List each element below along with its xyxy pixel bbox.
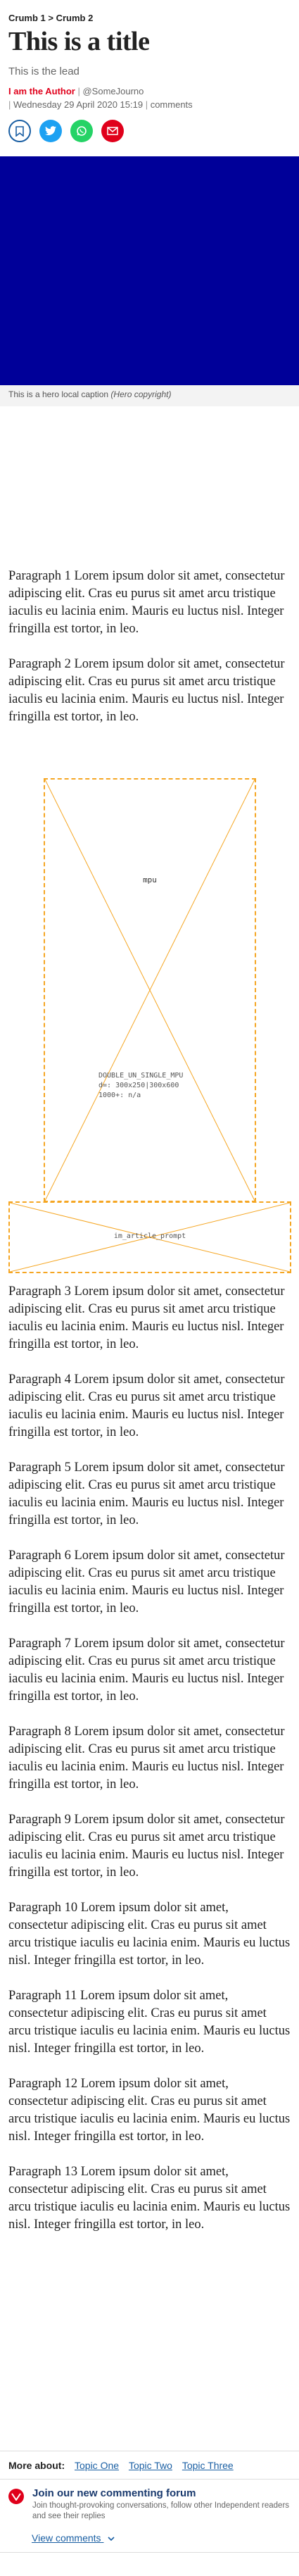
breadcrumb-crumb-2[interactable]: Crumb 2 <box>56 13 94 23</box>
hero-caption-text: This is a hero local caption <box>8 389 109 399</box>
breadcrumb-separator: > <box>48 13 53 23</box>
divider <box>0 2552 299 2553</box>
comments-link[interactable]: comments <box>150 99 193 110</box>
view-comments-button[interactable]: View comments <box>32 2532 115 2544</box>
ad-mpu-label: mpu <box>143 875 157 884</box>
paragraph: Paragraph 12 Lorem ipsum dolor sit amet,… <box>8 2077 291 2144</box>
paragraph: Paragraph 9 Lorem ipsum dolor sit amet, … <box>8 1813 285 1880</box>
article-body-top: Paragraph 1 Lorem ipsum dolor sit amet, … <box>0 568 299 726</box>
dateline-separator-start: | <box>8 99 13 110</box>
divider <box>0 2479 299 2480</box>
twitter-icon <box>45 126 56 136</box>
hero-caption: This is a hero local caption (Hero copyr… <box>0 385 299 406</box>
email-icon <box>107 127 118 135</box>
paragraph: Paragraph 8 Lorem ipsum dolor sit amet, … <box>8 1725 285 1792</box>
hero-copyright: (Hero copyright) <box>110 389 172 399</box>
author-link[interactable]: I am the Author <box>8 86 75 96</box>
bookmark-icon <box>15 125 24 137</box>
breadcrumb-crumb-1[interactable]: Crumb 1 <box>8 13 46 23</box>
chevron-down-icon <box>108 2537 115 2541</box>
article-lead: This is the lead <box>8 65 79 77</box>
ad-mpu-placeholder: mpu DOUBLE_UN_SINGLE_MPU d=: 300x250|300… <box>44 778 256 1202</box>
ad-prompt-cross <box>10 1203 290 1272</box>
ad-mpu-info: DOUBLE_UN_SINGLE_MPU d=: 300x250|300x600… <box>98 1071 183 1101</box>
topic-link[interactable]: Topic One <box>75 2460 120 2471</box>
ad-mpu-sizes: d=: 300x250|300x600 <box>98 1082 179 1089</box>
ad-prompt-label: im_article_prompt <box>113 1232 186 1240</box>
topic-link[interactable]: Topic Three <box>182 2460 234 2471</box>
publish-date: Wednesday 29 April 2020 15:19 <box>13 99 144 110</box>
ad-mpu-breakpoint: 1000+: n/a <box>98 1092 141 1099</box>
byline-separator: | <box>77 86 83 96</box>
paragraph: Paragraph 4 Lorem ipsum dolor sit amet, … <box>8 1373 285 1439</box>
paragraph: Paragraph 7 Lorem ipsum dolor sit amet, … <box>8 1637 285 1703</box>
dateline: | Wednesday 29 April 2020 15:19 | commen… <box>8 99 291 110</box>
page-title: This is a title <box>8 27 150 56</box>
paragraph: Paragraph 10 Lorem ipsum dolor sit amet,… <box>8 1901 291 1968</box>
whatsapp-share-button[interactable] <box>70 120 93 142</box>
ad-prompt-placeholder: im_article_prompt <box>8 1201 291 1273</box>
article-body-bottom: Paragraph 3 Lorem ipsum dolor sit amet, … <box>0 1283 299 2234</box>
hero-image <box>0 156 299 385</box>
share-bar <box>8 120 291 142</box>
independent-logo-icon <box>8 2489 24 2504</box>
forum-title: Join our new commenting forum <box>32 2487 196 2499</box>
more-about-label: More about: <box>8 2460 65 2471</box>
ad-mpu-cross <box>45 780 255 1201</box>
topic-link[interactable]: Topic Two <box>128 2460 172 2471</box>
breadcrumb: Crumb 1 > Crumb 2 <box>8 0 291 23</box>
byline: I am the Author | @SomeJourno <box>8 86 291 96</box>
paragraph: Paragraph 1 Lorem ipsum dolor sit amet, … <box>8 569 285 636</box>
twitter-share-button[interactable] <box>39 120 62 142</box>
more-about: More about: Topic One Topic Two Topic Th… <box>8 2460 234 2471</box>
ad-mpu-slot: DOUBLE_UN_SINGLE_MPU <box>98 1072 184 1080</box>
bookmark-button[interactable] <box>8 120 31 142</box>
paragraph: Paragraph 11 Lorem ipsum dolor sit amet,… <box>8 1989 291 2056</box>
view-comments-label: View comments <box>32 2532 101 2544</box>
email-share-button[interactable] <box>101 120 124 142</box>
forum-subtitle: Join thought-provoking conversations, fo… <box>32 2501 290 2520</box>
comments-forum-promo: Join our new commenting forum Join thoug… <box>8 2487 290 2522</box>
paragraph: Paragraph 13 Lorem ipsum dolor sit amet,… <box>8 2165 291 2232</box>
whatsapp-icon <box>77 126 87 136</box>
paragraph: Paragraph 2 Lorem ipsum dolor sit amet, … <box>8 657 285 724</box>
author-handle[interactable]: @SomeJourno <box>82 86 144 96</box>
paragraph: Paragraph 6 Lorem ipsum dolor sit amet, … <box>8 1549 285 1615</box>
paragraph: Paragraph 3 Lorem ipsum dolor sit amet, … <box>8 1284 285 1351</box>
dateline-separator: | <box>145 99 151 110</box>
paragraph: Paragraph 5 Lorem ipsum dolor sit amet, … <box>8 1461 285 1527</box>
